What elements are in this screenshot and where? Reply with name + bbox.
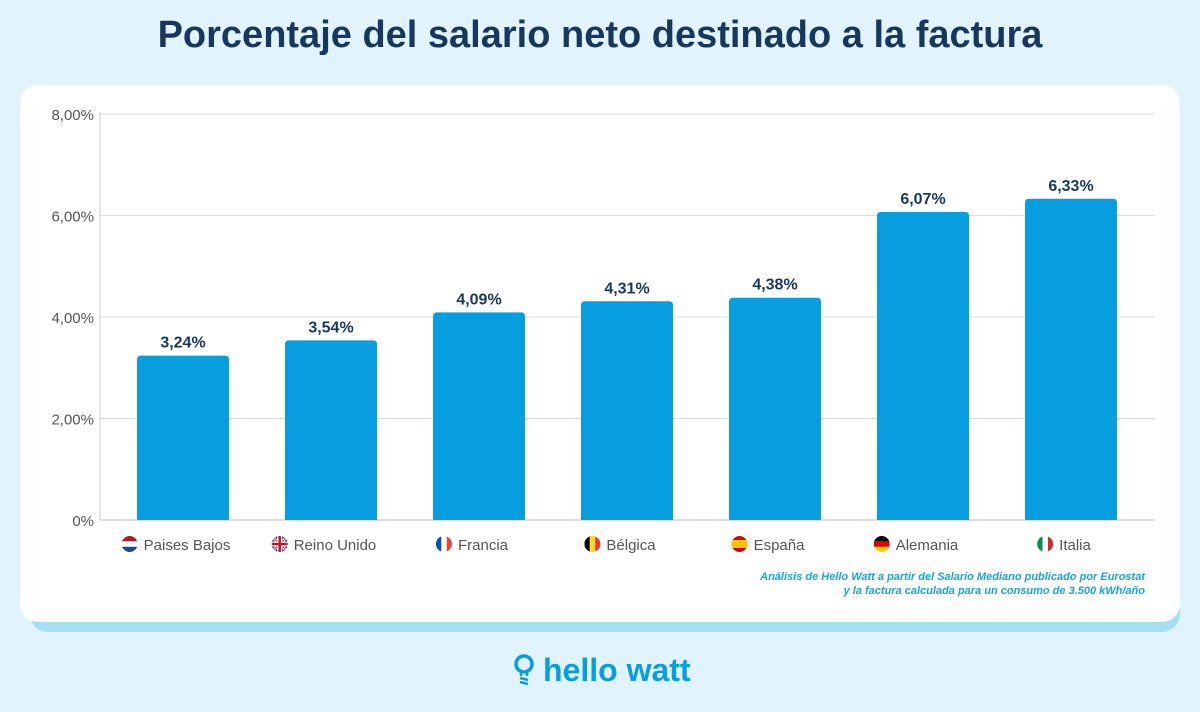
bar — [433, 312, 525, 520]
x-tick-label: Bélgica — [606, 537, 656, 554]
y-tick-label: 8,00% — [51, 107, 94, 124]
y-tick-label: 4,00% — [51, 310, 94, 327]
flag-france-icon — [435, 536, 452, 552]
data-label: 4,31% — [604, 280, 649, 297]
x-tick-label: Paises Bajos — [144, 537, 231, 554]
bar — [137, 355, 229, 520]
source-note-line-2: y la factura calculada para un consumo d… — [843, 585, 1145, 597]
y-tick-label: 6,00% — [51, 209, 94, 226]
data-label: 6,33% — [1048, 178, 1093, 195]
flag-netherlands-icon — [121, 536, 138, 552]
flag-italy-icon — [1037, 536, 1054, 552]
bar — [285, 340, 377, 520]
flag-uk-icon — [271, 536, 288, 552]
x-tick-label: España — [754, 537, 806, 554]
bar — [581, 301, 673, 520]
data-label: 3,54% — [308, 319, 353, 336]
logo-text: hello watt — [543, 652, 691, 688]
x-tick-label: Reino Unido — [294, 537, 377, 554]
hello-watt-logo: hello watt — [513, 652, 691, 689]
x-tick-label: Francia — [458, 537, 509, 554]
flag-germany-icon — [873, 536, 890, 552]
x-tick-label: Alemania — [896, 537, 959, 554]
y-tick-label: 0% — [72, 513, 94, 530]
source-note-line-1: Análisis de Hello Watt a partir del Sala… — [760, 571, 1145, 583]
data-label: 4,09% — [456, 291, 501, 308]
flag-spain-icon — [731, 536, 748, 552]
data-label: 4,38% — [752, 277, 797, 294]
y-tick-label: 2,00% — [51, 412, 94, 429]
bar — [729, 297, 821, 520]
data-label: 3,24% — [160, 335, 205, 352]
bar — [877, 211, 969, 520]
flag-belgium-icon — [584, 536, 601, 552]
x-tick-label: Italia — [1059, 537, 1091, 554]
data-label: 6,07% — [900, 191, 945, 208]
chart-title: Porcentaje del salario neto destinado a … — [157, 14, 1043, 56]
lightbulb-icon — [514, 653, 534, 685]
source-note: Análisis de Hello Watt a partir del Sala… — [760, 570, 1145, 598]
bar — [1025, 198, 1117, 520]
